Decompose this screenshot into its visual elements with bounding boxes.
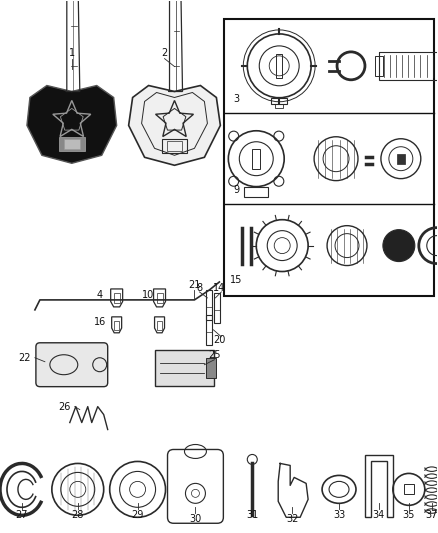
Text: 21: 21	[188, 280, 201, 290]
Text: 25: 25	[208, 350, 221, 360]
Text: 37: 37	[426, 510, 438, 520]
Bar	[64, 139, 80, 149]
Bar	[157, 321, 162, 329]
Bar	[214, 293, 220, 323]
Bar	[379, 52, 438, 80]
Bar	[252, 149, 260, 168]
Bar	[375, 56, 383, 76]
Text: 4: 4	[97, 290, 103, 300]
Text: 34: 34	[373, 510, 385, 520]
Bar	[224, 19, 434, 296]
Text: 29: 29	[131, 510, 144, 520]
FancyBboxPatch shape	[36, 343, 108, 386]
Bar	[206, 358, 216, 378]
Text: 15: 15	[230, 275, 243, 285]
Bar	[114, 321, 119, 329]
Text: 32: 32	[286, 514, 298, 524]
Bar	[59, 138, 85, 151]
Bar	[206, 315, 212, 345]
Bar	[397, 154, 405, 164]
Text: 26: 26	[59, 401, 71, 411]
Text: 14: 14	[213, 283, 226, 293]
Text: 20: 20	[213, 335, 226, 345]
Bar	[155, 350, 214, 386]
Bar	[404, 484, 414, 494]
Text: 10: 10	[141, 290, 154, 300]
Text: 31: 31	[246, 510, 258, 520]
Bar	[276, 54, 282, 78]
Bar	[162, 139, 187, 154]
Bar	[166, 141, 183, 151]
Bar	[114, 294, 120, 303]
Text: 30: 30	[189, 514, 201, 524]
Text: 1: 1	[69, 47, 75, 58]
Text: 22: 22	[19, 353, 31, 363]
Bar	[206, 290, 212, 320]
Bar	[244, 187, 268, 197]
Text: 2: 2	[162, 47, 168, 58]
Bar	[275, 104, 283, 108]
Circle shape	[383, 230, 415, 262]
Text: 8: 8	[196, 283, 202, 293]
Text: 28: 28	[71, 510, 84, 520]
Text: 3: 3	[233, 94, 240, 104]
Bar	[271, 98, 287, 104]
Bar	[156, 294, 162, 303]
Text: 33: 33	[333, 510, 345, 520]
Polygon shape	[27, 85, 117, 163]
Text: 27: 27	[16, 510, 28, 520]
Text: 16: 16	[94, 317, 106, 327]
Text: 35: 35	[403, 510, 415, 520]
Polygon shape	[129, 85, 220, 165]
Text: 9: 9	[233, 185, 240, 196]
